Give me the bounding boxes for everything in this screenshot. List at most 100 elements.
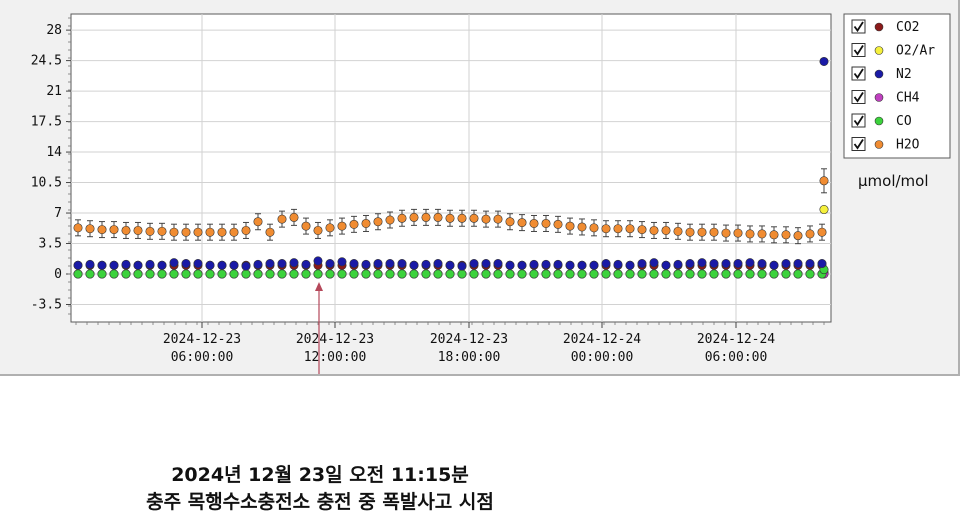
point-n2 [373, 259, 383, 269]
point-n2 [673, 259, 683, 269]
point-co [313, 269, 323, 279]
point-co [685, 269, 695, 279]
point-n2 [709, 259, 719, 269]
legend-checkbox[interactable] [851, 66, 866, 81]
legend-checkbox[interactable] [851, 19, 866, 34]
x-tick-label-time: 06:00:00 [171, 350, 234, 365]
legend-checkbox[interactable] [851, 43, 866, 57]
point-n2 [553, 259, 563, 269]
point-h2o [229, 227, 239, 237]
y-tick-label: 28 [46, 23, 62, 38]
point-h2o [601, 224, 611, 234]
point-n2 [265, 259, 275, 269]
point-co [217, 269, 227, 279]
point-h2o [685, 227, 695, 237]
point-n2 [289, 258, 299, 268]
point-n2 [793, 259, 803, 269]
point-co [481, 269, 491, 279]
point-h2o [553, 219, 563, 229]
annotation-caption-line2: 충주 목행수소충전소 충전 중 폭발사고 시점 [146, 491, 494, 513]
point-co [193, 269, 203, 279]
y-tick-label: 10.5 [31, 176, 62, 191]
x-tick-label-time: 06:00:00 [705, 350, 768, 365]
y-tick-label: 14 [46, 145, 62, 160]
x-tick-label-date: 2024-12-23 [430, 332, 508, 347]
point-h2o [109, 225, 119, 235]
point-co [673, 269, 683, 279]
point-n2 [73, 260, 83, 270]
point-n2 [625, 260, 635, 270]
point-co [577, 269, 587, 279]
point-co [337, 269, 347, 279]
point-h2o [433, 212, 443, 222]
point-h2o [769, 230, 779, 240]
point-co [109, 269, 119, 279]
point-co [805, 269, 815, 279]
annotation-arrowhead [315, 282, 323, 291]
point-h2o [337, 221, 347, 231]
point-co [133, 269, 143, 279]
legend-checkbox[interactable] [851, 90, 866, 104]
point-n2 [205, 260, 215, 270]
point-h2o [193, 227, 203, 237]
point-h2o [373, 217, 383, 227]
point-n2 [361, 259, 371, 269]
point-co [613, 269, 623, 279]
point-n2 [313, 256, 323, 266]
point-n2 [253, 259, 263, 269]
point-n2 [241, 261, 251, 271]
point-h2o [733, 228, 743, 238]
legend-label: CO [896, 114, 912, 129]
point-n2 [757, 259, 767, 269]
point-h2o [529, 218, 539, 228]
point-h2o [241, 225, 251, 235]
point-co [637, 269, 647, 279]
point-h2o [819, 176, 829, 186]
point-h2o [697, 227, 707, 237]
y-axis: 28 24.5 21 17.5 14 10.5 7 3.5 0 -3.5 [31, 17, 71, 315]
point-n2 [385, 259, 395, 269]
legend-checkbox[interactable] [851, 113, 866, 128]
point-co [457, 269, 467, 279]
point-n2 [301, 259, 311, 269]
data-series [73, 56, 829, 279]
point-n2 [541, 259, 551, 269]
x-tick-label-time: 00:00:00 [571, 350, 634, 365]
legend-marker [874, 140, 884, 149]
point-n2 [819, 56, 829, 66]
point-h2o [265, 227, 275, 237]
x-tick-label-date: 2024-12-23 [296, 332, 374, 347]
point-h2o [133, 225, 143, 235]
point-n2 [817, 259, 827, 269]
point-h2o [565, 221, 575, 231]
legend-label: H2O [896, 138, 920, 153]
point-h2o [589, 223, 599, 233]
point-h2o [805, 229, 815, 239]
point-n2 [157, 260, 167, 270]
point-h2o [445, 213, 455, 223]
point-co [529, 269, 539, 279]
legend-marker [874, 93, 884, 102]
point-n2 [349, 259, 359, 269]
point-h2o [361, 218, 371, 228]
legend-checkbox[interactable] [851, 137, 866, 151]
x-tick-label-time: 12:00:00 [304, 350, 367, 365]
point-co [589, 269, 599, 279]
point-h2o [457, 213, 467, 223]
point-co [373, 269, 383, 279]
point-co [781, 269, 791, 279]
point-co [361, 269, 371, 279]
point-n2 [217, 260, 227, 270]
point-n2 [121, 259, 131, 269]
point-h2o [121, 225, 131, 235]
point-n2 [697, 258, 707, 268]
point-n2 [565, 260, 575, 270]
point-co [709, 269, 719, 279]
point-co [349, 269, 359, 279]
point-h2o [745, 229, 755, 239]
y-tick-label: 24.5 [31, 54, 62, 69]
point-n2 [589, 260, 599, 270]
check-icon [853, 115, 864, 127]
point-n2 [493, 259, 503, 269]
point-h2o [817, 227, 827, 237]
